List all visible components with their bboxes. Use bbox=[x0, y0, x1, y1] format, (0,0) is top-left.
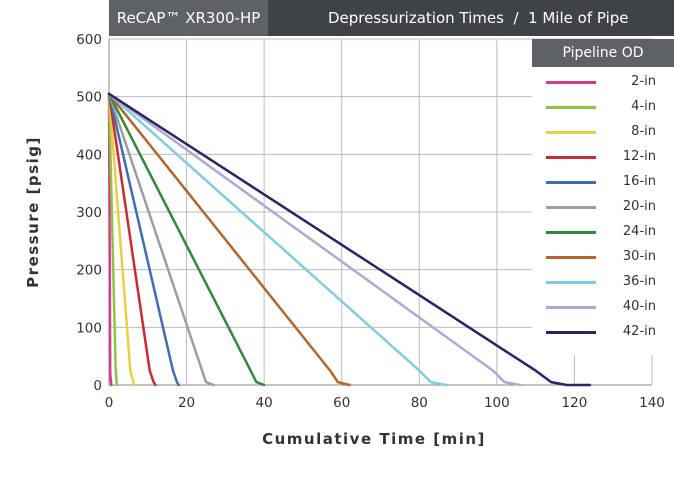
x-tick-label-3: 60 bbox=[333, 395, 350, 411]
series-line-16-in bbox=[107, 92, 181, 387]
legend-item-42-in: 42-in bbox=[532, 320, 674, 345]
legend-swatch bbox=[546, 306, 596, 309]
x-tick-label-5: 100 bbox=[484, 395, 510, 411]
series-line-20-in bbox=[107, 92, 215, 387]
y-tick-label-3: 300 bbox=[76, 205, 102, 221]
legend-label: 2-in bbox=[631, 74, 656, 89]
legend-swatch bbox=[546, 256, 596, 259]
x-tick-label-0: 0 bbox=[105, 395, 114, 411]
legend-item-12-in: 12-in bbox=[532, 145, 674, 170]
series-line-42-in bbox=[107, 92, 592, 387]
legend-label: 36-in bbox=[622, 274, 656, 289]
legend-swatch bbox=[546, 131, 596, 134]
series-line-36-in bbox=[107, 92, 448, 387]
y-tick-label-4: 400 bbox=[76, 147, 102, 163]
series-line-2-in bbox=[107, 92, 113, 387]
legend-item-24-in: 24-in bbox=[532, 220, 674, 245]
series-line-40-in bbox=[107, 92, 522, 387]
legend-swatch bbox=[546, 281, 596, 284]
legend-swatch bbox=[546, 156, 596, 159]
legend-swatch bbox=[546, 181, 596, 184]
legend-item-20-in: 20-in bbox=[532, 195, 674, 220]
legend-swatch bbox=[546, 106, 596, 109]
legend-swatch bbox=[546, 81, 596, 84]
x-tick-label-4: 80 bbox=[411, 395, 428, 411]
chart-title: Depressurization Times / 1 Mile of Pipe bbox=[268, 0, 674, 36]
y-tick-label-6: 600 bbox=[76, 32, 102, 48]
y-tick-label-0: 0 bbox=[93, 378, 102, 394]
x-tick-labels: 0 20 40 60 80 100 120 140 bbox=[105, 395, 665, 411]
legend-label: 20-in bbox=[622, 199, 656, 214]
x-tick-label-6: 120 bbox=[562, 395, 588, 411]
legend-swatch bbox=[546, 231, 596, 234]
series-line-8-in bbox=[107, 92, 136, 387]
series-lines bbox=[107, 92, 592, 387]
legend-item-40-in: 40-in bbox=[532, 295, 674, 320]
legend-label: 4-in bbox=[631, 99, 656, 114]
product-name: ReCAP™ XR300-HP bbox=[109, 0, 268, 36]
series-line-30-in bbox=[107, 92, 351, 387]
y-tick-labels: 0 100 200 300 400 500 600 bbox=[76, 32, 102, 394]
legend-label: 12-in bbox=[622, 149, 656, 164]
x-tick-label-2: 40 bbox=[256, 395, 273, 411]
series-line-12-in bbox=[107, 92, 157, 387]
legend-label: 30-in bbox=[622, 249, 656, 264]
y-axis-title: Pressure [psig] bbox=[24, 136, 42, 288]
legend-swatch bbox=[546, 331, 596, 334]
y-tick-label-2: 200 bbox=[76, 263, 102, 279]
y-tick-label-1: 100 bbox=[76, 320, 102, 336]
legend-label: 8-in bbox=[631, 124, 656, 139]
y-tick-label-5: 500 bbox=[76, 90, 102, 106]
legend: Pipeline OD 2-in 4-in 8-in 12-in 16-in 20-in 2… bbox=[532, 39, 674, 355]
legend-label: 24-in bbox=[622, 224, 656, 239]
legend-title: Pipeline OD bbox=[532, 39, 674, 67]
legend-label: 42-in bbox=[622, 324, 656, 339]
legend-item-4-in: 4-in bbox=[532, 95, 674, 120]
x-axis-title: Cumulative Time [min] bbox=[262, 430, 486, 448]
legend-item-2-in: 2-in bbox=[532, 70, 674, 95]
legend-label: 16-in bbox=[622, 174, 656, 189]
x-tick-label-7: 140 bbox=[639, 395, 665, 411]
legend-swatch bbox=[546, 206, 596, 209]
legend-item-16-in: 16-in bbox=[532, 170, 674, 195]
legend-item-8-in: 8-in bbox=[532, 120, 674, 145]
legend-item-36-in: 36-in bbox=[532, 270, 674, 295]
legend-item-30-in: 30-in bbox=[532, 245, 674, 270]
legend-label: 40-in bbox=[622, 299, 656, 314]
series-line-24-in bbox=[107, 92, 266, 387]
x-tick-label-1: 20 bbox=[178, 395, 195, 411]
series-line-4-in bbox=[107, 92, 119, 387]
